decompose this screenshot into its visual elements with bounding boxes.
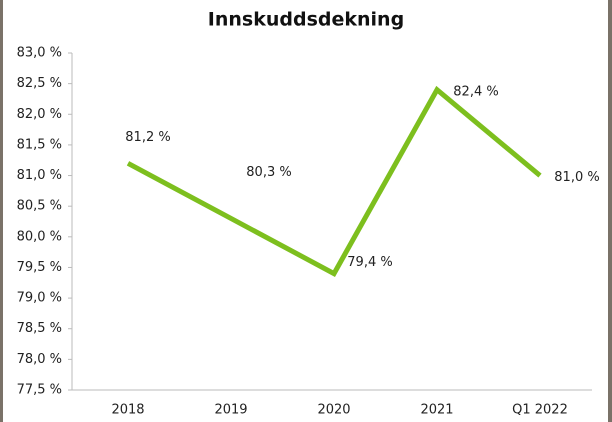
y-tick-label: 77,5 % [17, 383, 62, 398]
y-tick-label: 82,5 % [17, 76, 62, 91]
x-tick-label: 2018 [111, 403, 144, 418]
x-tick-label: Q1 2022 [512, 403, 568, 418]
y-tick-label: 81,0 % [17, 168, 62, 183]
border-left [0, 0, 3, 422]
y-tick-label: 79,5 % [17, 260, 62, 275]
chart-title: Innskuddsdekning [208, 9, 404, 31]
x-tick-label: 2019 [214, 403, 247, 418]
y-tick-label: 79,0 % [17, 291, 62, 306]
data-label: 81,0 % [554, 170, 599, 185]
x-tick-label: 2020 [317, 403, 350, 418]
y-tick-label: 80,0 % [17, 229, 62, 244]
data-line [126, 85, 542, 277]
y-tick-label: 81,5 % [17, 137, 62, 152]
y-tick-label: 80,5 % [17, 199, 62, 214]
y-tick-label: 83,0 % [17, 46, 62, 61]
y-tick-label: 82,0 % [17, 107, 62, 122]
y-tick-label: 78,5 % [17, 321, 62, 336]
y-tick-label: 78,0 % [17, 352, 62, 367]
data-label: 79,4 % [347, 255, 392, 270]
border-right [608, 0, 612, 422]
data-label: 81,2 % [125, 130, 170, 145]
data-label: 82,4 % [453, 84, 498, 99]
x-tick-label: 2021 [420, 403, 453, 418]
data-label: 80,3 % [246, 165, 291, 180]
